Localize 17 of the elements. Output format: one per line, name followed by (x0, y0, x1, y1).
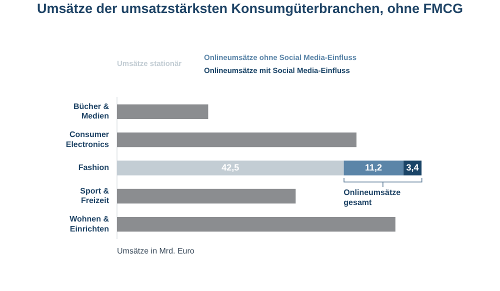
y-tick-label: Sport & Freizeit (80, 186, 110, 206)
y-tick-label: Consumer Electronics (66, 130, 110, 149)
bar (344, 160, 404, 176)
y-tick-label: Fashion (78, 163, 110, 172)
data-label: 42,5 (222, 162, 240, 172)
y-tick-label: Bücher & Medien (73, 102, 110, 121)
chart-title: Umsätze der umsatzstärksten Konsumgüterbranchen, ohne FMCG (36, 1, 464, 16)
bar (117, 132, 356, 148)
bar (117, 104, 208, 119)
data-label: 3,4 (406, 162, 419, 172)
x-axis-title: Umsätze in Mrd. Euro (117, 246, 195, 256)
annotation: Onlineumsätze gesamt (344, 188, 402, 208)
bar (117, 217, 396, 232)
bar (117, 188, 296, 204)
y-tick-label: Wohnen & Einrichten (70, 214, 110, 234)
data-label: 11,2 (365, 162, 382, 172)
bar (117, 160, 344, 176)
